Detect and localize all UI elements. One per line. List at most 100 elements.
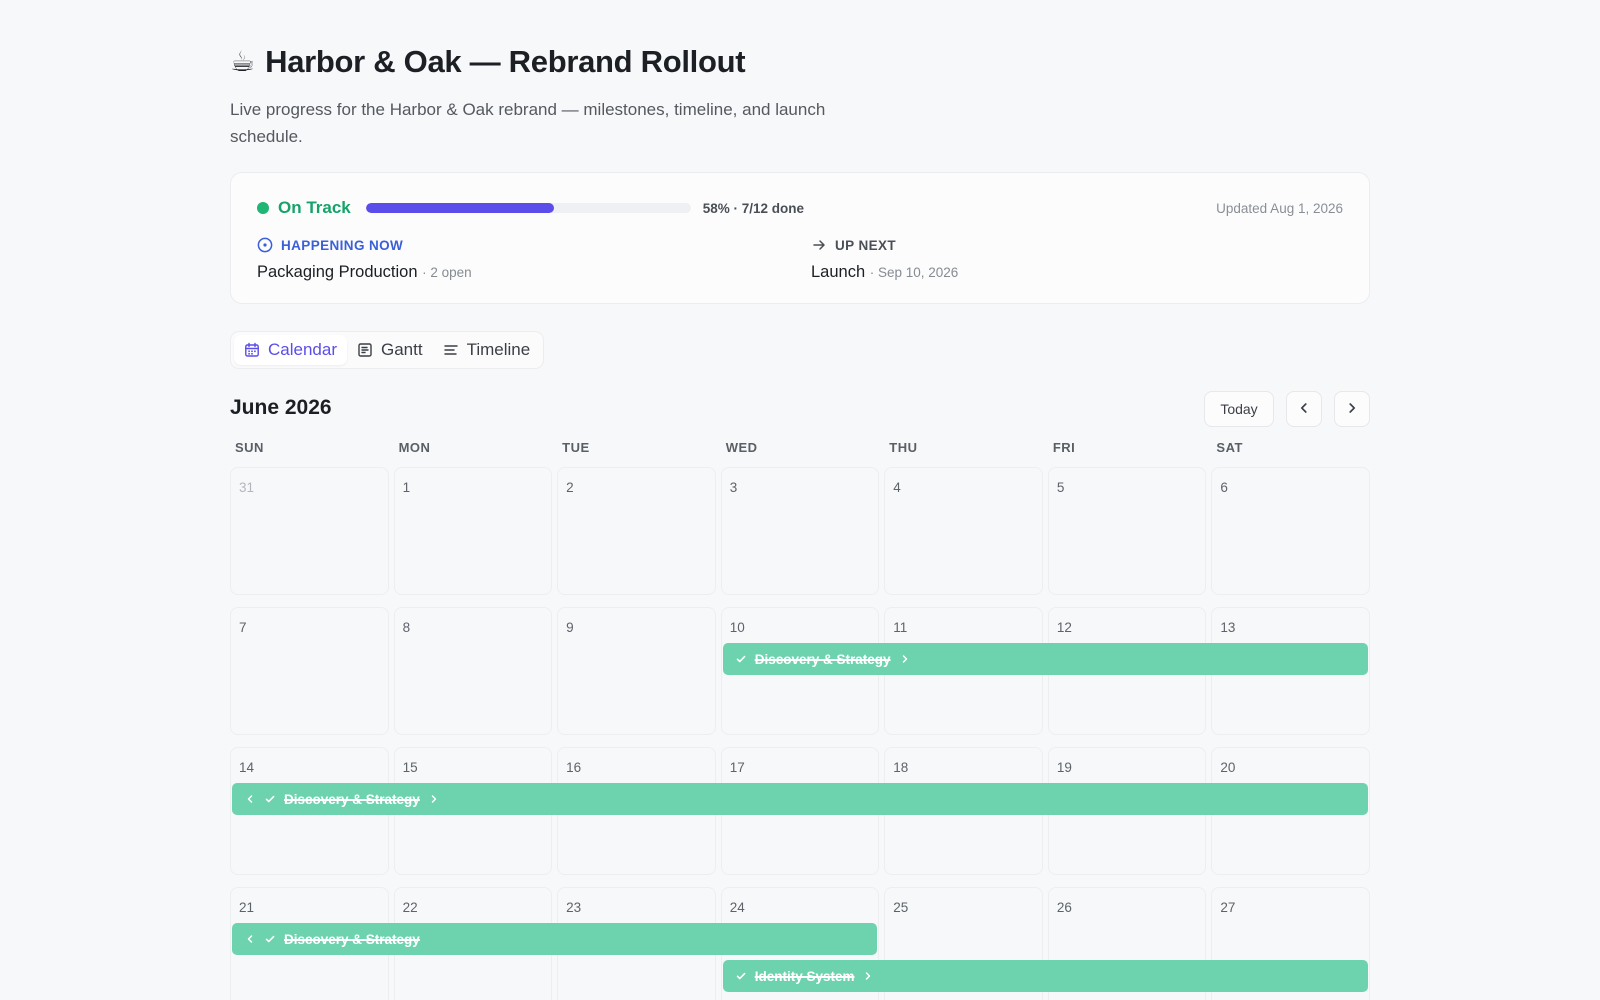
progress-fill xyxy=(365,203,555,213)
day-number: 6 xyxy=(1220,480,1228,495)
event-label: Discovery & Strategy xyxy=(284,791,420,807)
day-number: 10 xyxy=(729,620,745,635)
event-bar[interactable]: Discovery & Strategy xyxy=(232,923,878,955)
chevron-left-icon xyxy=(244,933,256,945)
calendar-grid: 31 1 2 3 4 5 6 7 8 9 10 11 12 13 14 15 16 17 18 19 20 21 22 23 2… xyxy=(230,467,1370,1000)
calendar-day[interactable]: 6 xyxy=(1211,467,1370,595)
day-number: 8 xyxy=(402,620,411,635)
calendar-day[interactable]: 8 xyxy=(393,607,553,735)
calendar-day[interactable]: 5 xyxy=(1047,467,1207,595)
arrow-right-icon xyxy=(811,237,827,253)
up-next-label: UP NEXT xyxy=(835,237,897,253)
chevron-right-icon xyxy=(899,653,911,665)
calendar-day[interactable]: 9 xyxy=(557,607,716,735)
chevron-right-icon xyxy=(862,970,874,982)
day-number: 20 xyxy=(1220,760,1236,775)
event-label: Discovery & Strategy xyxy=(284,931,420,947)
day-number: 22 xyxy=(402,900,418,915)
calendar-day[interactable]: 4 xyxy=(884,467,1043,595)
day-number: 5 xyxy=(1056,480,1065,495)
calendar-day[interactable]: 7 xyxy=(230,607,389,735)
calendar-day[interactable]: 31 xyxy=(230,467,389,595)
tab-timeline-label: Timeline xyxy=(466,340,531,359)
check-icon xyxy=(735,970,747,982)
day-number: 3 xyxy=(729,480,738,495)
title-row: ☕ Harbor & Oak — Rebrand Rollout xyxy=(230,44,746,80)
happening-now-meta: · 2 open xyxy=(422,265,472,280)
weekday-label: TUE xyxy=(562,440,590,455)
happening-now: HAPPENING NOW Packaging Production · 2 o… xyxy=(257,235,777,282)
up-next-heading: UP NEXT xyxy=(811,235,1311,255)
today-button[interactable]: Today xyxy=(1204,391,1274,427)
happening-now-title: Packaging Production xyxy=(257,263,418,281)
weekday-header: SUN MON TUE WED THU FRI SAT xyxy=(230,440,1370,455)
day-number: 13 xyxy=(1220,620,1236,635)
day-number: 25 xyxy=(893,900,909,915)
day-number: 21 xyxy=(239,900,255,915)
day-number: 27 xyxy=(1220,900,1236,915)
day-number: 17 xyxy=(729,760,745,775)
calendar-day[interactable]: 2 xyxy=(557,467,716,595)
up-next-item[interactable]: Launch · Sep 10, 2026 xyxy=(811,263,1311,282)
progress-text: 58% · 7/12 done xyxy=(702,200,805,216)
tab-calendar[interactable]: Calendar xyxy=(234,335,347,365)
weekday-label: SUN xyxy=(235,440,264,455)
event-bar[interactable]: Identity System xyxy=(722,960,1368,992)
tab-gantt[interactable]: Gantt xyxy=(347,335,433,365)
chevron-right-icon xyxy=(1345,401,1359,418)
up-next-meta: · Sep 10, 2026 xyxy=(869,265,959,280)
day-number: 15 xyxy=(402,760,418,775)
weekday-label: THU xyxy=(889,440,918,455)
day-number: 1 xyxy=(402,480,411,495)
calendar-day[interactable]: 1 xyxy=(393,467,553,595)
event-bar[interactable]: Discovery & Strategy xyxy=(722,643,1368,675)
happening-now-heading: HAPPENING NOW xyxy=(257,235,777,255)
gantt-icon xyxy=(357,342,373,358)
event-label: Identity System xyxy=(754,968,855,984)
event-bar[interactable]: Discovery & Strategy xyxy=(232,783,1368,815)
day-number: 31 xyxy=(239,480,255,495)
day-number: 14 xyxy=(239,760,255,775)
weekday-label: FRI xyxy=(1052,440,1076,455)
check-icon xyxy=(735,653,747,665)
day-number: 4 xyxy=(893,480,901,495)
event-label: Discovery & Strategy xyxy=(754,651,891,667)
calendar-controls: Today xyxy=(1204,391,1370,427)
status-card: On Track 58% · 7/12 done Updated Aug 1, … xyxy=(230,172,1370,304)
day-number: 12 xyxy=(1056,620,1072,635)
coffee-icon: ☕ xyxy=(230,45,256,78)
happening-now-item[interactable]: Packaging Production · 2 open xyxy=(257,263,777,282)
view-tabs: Calendar Gantt Timeline xyxy=(230,331,545,369)
tab-timeline[interactable]: Timeline xyxy=(433,335,541,365)
updated-timestamp: Updated Aug 1, 2026 xyxy=(1216,200,1343,216)
tab-calendar-label: Calendar xyxy=(268,340,337,359)
page-title: Harbor & Oak — Rebrand Rollout xyxy=(265,44,746,79)
next-month-button[interactable] xyxy=(1334,391,1370,427)
day-number: 16 xyxy=(566,760,582,775)
status-dot-icon xyxy=(257,202,269,214)
up-next: UP NEXT Launch · Sep 10, 2026 xyxy=(811,235,1311,282)
previous-month-button[interactable] xyxy=(1286,391,1322,427)
calendar-icon xyxy=(244,342,260,358)
check-icon xyxy=(264,933,276,945)
page-subtitle: Live progress for the Harbor & Oak rebra… xyxy=(230,100,826,146)
day-number: 24 xyxy=(729,900,745,915)
status-label: On Track xyxy=(278,198,351,217)
chevron-left-icon xyxy=(244,793,256,805)
status-summary: On Track 58% · 7/12 done Updated Aug 1, … xyxy=(257,197,1343,219)
day-number: 9 xyxy=(566,620,574,635)
timeline-icon xyxy=(443,342,459,358)
target-icon xyxy=(257,237,273,253)
weekday-label: MON xyxy=(398,440,431,455)
month-title: June 2026 xyxy=(230,396,332,419)
happening-now-label: HAPPENING NOW xyxy=(281,237,404,253)
day-number: 11 xyxy=(893,620,908,635)
tab-gantt-label: Gantt xyxy=(381,340,423,359)
calendar-day[interactable]: 3 xyxy=(720,467,880,595)
chevron-left-icon xyxy=(1297,401,1311,418)
chevron-right-icon xyxy=(428,793,440,805)
day-number: 26 xyxy=(1056,900,1072,915)
day-number: 2 xyxy=(566,480,574,495)
day-number: 23 xyxy=(566,900,582,915)
day-number: 7 xyxy=(239,620,247,635)
